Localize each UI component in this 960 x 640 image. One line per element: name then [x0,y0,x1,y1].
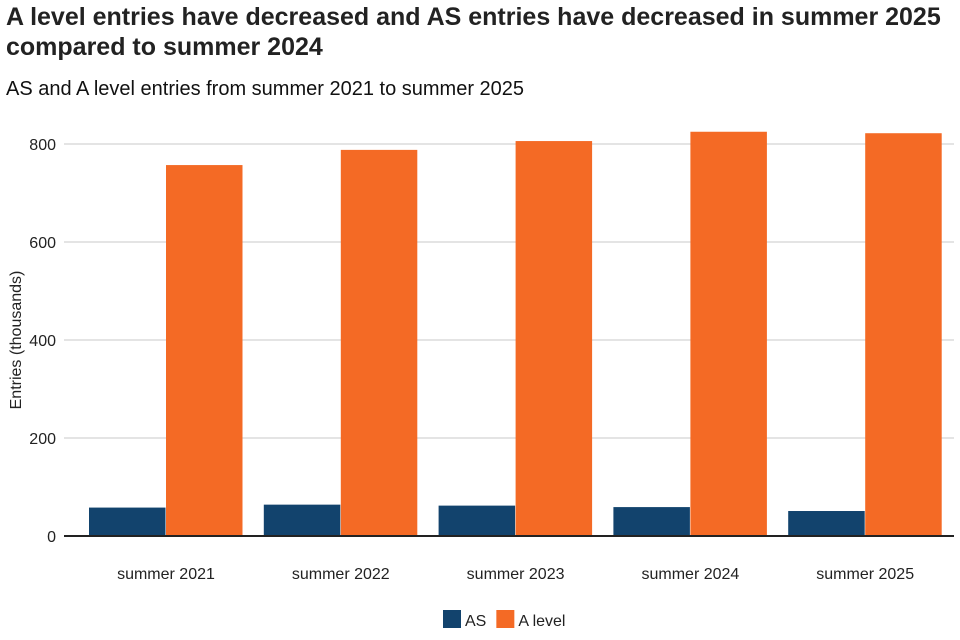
legend-label: AS [465,613,486,630]
y-tick-label: 400 [29,333,56,350]
x-tick-label: summer 2023 [467,566,565,583]
x-tick-label: summer 2021 [117,566,215,583]
y-axis-title: Entries (thousands) [8,271,25,410]
bar-as-summer-2023 [438,505,516,536]
legend-swatch-as [443,610,461,628]
chart-subtitle: AS and A level entries from summer 2021 … [6,78,525,100]
bar-a-level-summer-2024 [690,131,767,536]
bar-a-level-summer-2022 [340,149,418,536]
bar-a-level-summer-2025 [865,133,942,536]
bar-as-summer-2022 [263,504,341,536]
bar-as-summer-2024 [613,507,690,536]
y-tick-label: 800 [29,137,56,154]
legend: AS A level [443,610,565,630]
y-axis-ticks: 0 200 400 600 800 [29,137,56,546]
legend-swatch-a-level [496,610,515,628]
bar-as-summer-2021 [89,507,166,536]
bar-a-level-summer-2023 [515,141,593,536]
chart-title: A level entries have decreased and AS en… [6,3,941,61]
bars [89,131,942,536]
bar-a-level-summer-2021 [166,165,243,536]
x-tick-label: summer 2025 [816,566,914,583]
y-tick-label: 600 [29,235,56,252]
bar-as-summer-2025 [788,511,865,536]
x-axis-ticks: summer 2021 summer 2022 summer 2023 summer … [117,566,914,583]
x-tick-label: summer 2022 [292,566,390,583]
x-tick-label: summer 2024 [641,566,739,583]
y-tick-label: 0 [47,529,56,546]
y-tick-label: 200 [29,431,56,448]
legend-label: A level [518,613,565,630]
